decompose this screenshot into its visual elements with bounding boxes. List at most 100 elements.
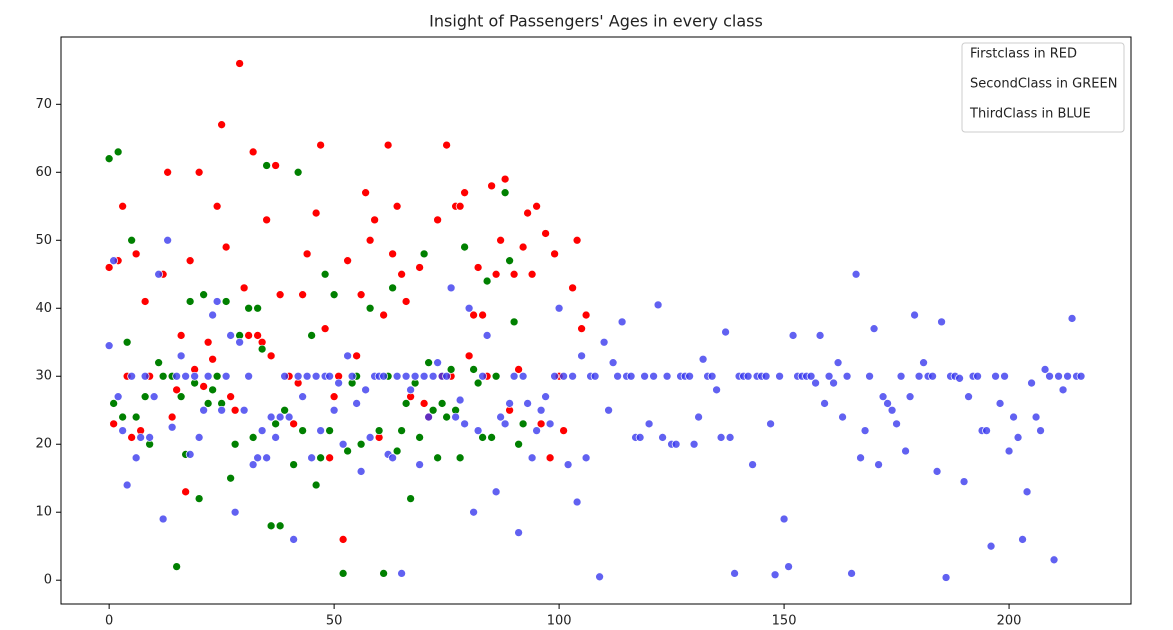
point	[406, 494, 415, 503]
point	[455, 201, 465, 211]
point	[379, 310, 388, 320]
point	[725, 433, 735, 442]
point	[392, 446, 402, 456]
legend-label: Firstclass in RED	[970, 47, 1077, 62]
point	[244, 303, 253, 313]
point	[1058, 385, 1068, 395]
point	[1076, 371, 1086, 381]
point	[284, 412, 294, 422]
point	[568, 283, 577, 293]
point	[469, 365, 478, 374]
point	[185, 256, 195, 266]
point	[388, 453, 397, 463]
point	[401, 399, 411, 408]
point	[590, 371, 600, 381]
point	[707, 371, 717, 381]
point	[851, 269, 861, 279]
point	[496, 412, 505, 422]
point	[491, 371, 501, 381]
point	[401, 371, 411, 381]
point	[203, 399, 213, 408]
point	[464, 303, 474, 313]
point	[275, 412, 285, 422]
point	[541, 392, 550, 401]
point	[433, 453, 442, 463]
point	[365, 303, 375, 313]
point	[190, 371, 199, 381]
point	[1054, 371, 1063, 381]
point	[478, 433, 487, 442]
point	[518, 419, 528, 429]
point	[194, 433, 204, 442]
point	[982, 426, 991, 435]
point	[442, 140, 451, 150]
point	[217, 405, 226, 415]
point	[266, 521, 276, 531]
legend-label: ThirdClass in BLUE	[969, 107, 1091, 122]
point	[532, 201, 541, 211]
point	[842, 371, 852, 381]
point	[581, 453, 591, 463]
point	[424, 358, 433, 368]
point	[289, 460, 298, 469]
point	[239, 405, 249, 415]
point	[788, 331, 798, 340]
point	[181, 487, 190, 497]
point	[487, 181, 496, 191]
point	[199, 382, 208, 391]
point	[136, 433, 145, 442]
point	[122, 480, 132, 490]
point	[298, 290, 307, 300]
point	[833, 358, 843, 368]
point	[523, 399, 532, 408]
point	[1000, 371, 1009, 381]
point	[887, 405, 897, 415]
point	[320, 269, 330, 279]
point	[730, 569, 739, 578]
point	[316, 140, 325, 150]
point	[311, 480, 321, 490]
point	[460, 242, 469, 252]
point	[500, 174, 510, 184]
point	[478, 310, 487, 320]
point	[820, 399, 829, 408]
point	[217, 120, 226, 130]
point	[253, 453, 262, 463]
legend-label: SecondClass in GREEN	[970, 77, 1117, 92]
point	[262, 215, 271, 225]
point	[829, 378, 838, 388]
point	[203, 337, 213, 347]
point	[203, 371, 213, 381]
point	[986, 541, 996, 551]
point	[289, 419, 298, 429]
y-tick-label: 30	[35, 369, 52, 384]
point	[505, 256, 514, 266]
point	[262, 453, 271, 463]
point	[293, 167, 303, 177]
point	[176, 351, 186, 361]
point	[896, 371, 906, 381]
point	[275, 521, 285, 531]
point	[397, 569, 406, 578]
point	[437, 399, 447, 408]
point	[253, 331, 262, 340]
point	[865, 371, 874, 381]
point	[509, 371, 519, 381]
point	[599, 337, 609, 347]
point	[212, 371, 222, 381]
point	[361, 385, 370, 395]
point	[302, 371, 312, 381]
point	[194, 494, 204, 503]
point	[721, 327, 730, 337]
point	[158, 514, 168, 524]
point	[568, 371, 577, 381]
point	[1067, 314, 1077, 323]
y-tick-label: 50	[35, 233, 52, 248]
point	[140, 297, 150, 306]
point	[419, 371, 429, 381]
point	[334, 378, 343, 388]
point	[1045, 371, 1054, 381]
point	[959, 477, 969, 486]
point	[770, 570, 780, 580]
point	[365, 433, 375, 442]
